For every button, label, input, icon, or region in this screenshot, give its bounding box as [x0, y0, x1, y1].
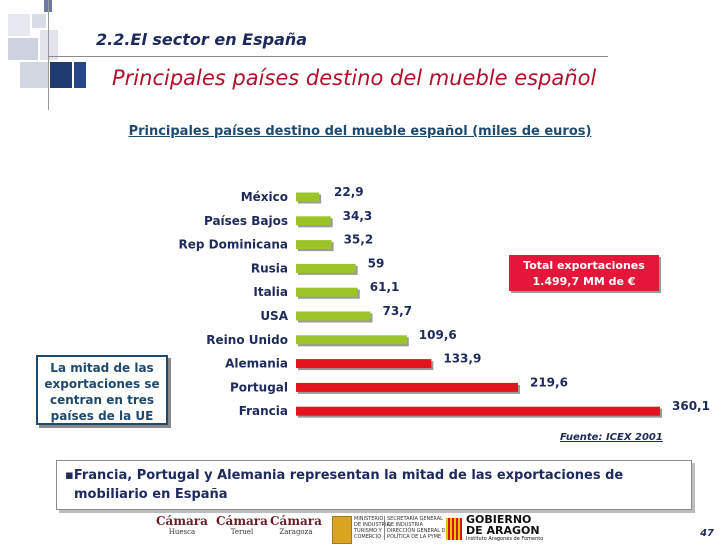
secretaria-line-3: DIRECCIÓN GENERAL DE — [387, 528, 449, 534]
eu-half-line-4: países de la UE — [50, 409, 154, 423]
bar — [296, 335, 407, 345]
value-label: 22,9 — [334, 185, 364, 199]
total-exports-label: Total exportaciones — [523, 259, 645, 272]
camara-teruel-logo: Cámara Teruel — [216, 514, 268, 536]
camara-teruel-city: Teruel — [230, 528, 254, 536]
category-label: Francia — [239, 404, 288, 418]
eu-half-line-3: centran en tres — [49, 393, 155, 407]
chart-title: Principales países destino del mueble es… — [128, 124, 592, 139]
section-title: 2.2.El sector en España — [96, 30, 308, 49]
total-exports-value: 1.499,7 MM de € — [532, 275, 636, 288]
eu-half-line-2: exportaciones se — [44, 377, 160, 391]
value-label: 73,7 — [382, 304, 412, 318]
category-label: Rusia — [251, 261, 288, 275]
bar — [296, 263, 356, 273]
camara-zaragoza-word: Cámara — [270, 514, 322, 528]
gobierno-sub: Instituto Aragonés de Fomento — [466, 536, 544, 542]
category-label: Portugal — [230, 380, 288, 394]
camara-zaragoza-logo: Cámara Zaragoza — [270, 514, 322, 536]
category-label: Alemania — [225, 357, 288, 371]
category-label: USA — [260, 309, 288, 323]
category-label: Países Bajos — [204, 214, 288, 228]
secretaria-line-1: SECRETARÍA GENERAL — [387, 516, 443, 522]
eu-half-box: La mitad de las exportaciones se centran… — [36, 355, 168, 425]
value-label: 109,6 — [419, 328, 457, 342]
camara-huesca-word: Cámara — [156, 514, 208, 528]
bar — [296, 240, 332, 250]
bullet-icon: ▪ — [65, 468, 74, 483]
bar — [296, 287, 358, 297]
gobierno-aragon-logo: GOBIERNO DE ARAGON Instituto Aragonés de… — [466, 514, 543, 543]
value-label: 219,6 — [530, 375, 568, 389]
header-rule — [48, 56, 608, 57]
ministry-line-3: TURISMO Y — [354, 528, 382, 534]
decorative-vertical-line — [48, 0, 49, 110]
ministry-line-4: COMERCIO — [354, 534, 382, 540]
camara-huesca-city: Huesca — [168, 528, 196, 536]
bar — [296, 216, 331, 226]
aragon-flag-icon — [446, 518, 462, 540]
category-label: México — [241, 190, 288, 204]
category-label: Rep Dominicana — [179, 238, 288, 252]
page-title: Principales países destino del mueble es… — [112, 66, 597, 90]
value-label: 34,3 — [343, 209, 373, 223]
bar — [296, 359, 432, 369]
bar — [296, 406, 660, 416]
spain-coat-of-arms-icon — [332, 516, 352, 544]
bullet-box: ▪Francia, Portugal y Alemania representa… — [56, 460, 692, 510]
bullet-text-line-1: Francia, Portugal y Alemania representan… — [73, 468, 624, 483]
source-note: Fuente: ICEX 2001 — [560, 432, 663, 443]
camara-teruel-word: Cámara — [216, 514, 268, 528]
bar — [296, 311, 371, 321]
bar — [296, 192, 320, 202]
page-number: 47 — [700, 528, 714, 539]
value-label: 360,1 — [672, 399, 710, 413]
camara-zaragoza-city: Zaragoza — [279, 528, 313, 536]
bar — [296, 382, 518, 392]
secretaria-line-4: POLÍTICA DE LA PYME — [387, 534, 442, 540]
eu-half-line-1: La mitad de las — [50, 361, 154, 375]
category-label: Reino Unido — [206, 333, 288, 347]
gobierno-line-2: DE ARAGON — [466, 524, 540, 537]
value-label: 59 — [368, 256, 385, 270]
camara-huesca-logo: Cámara Huesca — [156, 514, 208, 536]
gobierno-line-1: GOBIERNO — [466, 513, 532, 526]
value-label: 133,9 — [443, 352, 481, 366]
total-exports-box: Total exportaciones 1.499,7 MM de € — [509, 255, 659, 291]
ministry-line-1: MINISTERIO — [354, 516, 384, 522]
ministry-line-2: DE INDUSTRIA, — [354, 522, 392, 528]
bullet-text-line-2: mobiliario en España — [74, 487, 228, 502]
corner-decoration — [0, 0, 90, 110]
category-label: Italia — [253, 285, 288, 299]
footer-logos: Cámara Huesca Cámara Teruel Cámara Zarag… — [150, 512, 550, 546]
ministry-text: MINISTERIO DE INDUSTRIA, TURISMO Y COMER… — [354, 516, 392, 540]
secretaria-text: SECRETARÍA GENERAL DE INDUSTRIA DIRECCIÓ… — [384, 516, 449, 540]
secretaria-line-2: DE INDUSTRIA — [387, 522, 423, 528]
value-label: 35,2 — [344, 233, 374, 247]
value-label: 61,1 — [370, 280, 400, 294]
